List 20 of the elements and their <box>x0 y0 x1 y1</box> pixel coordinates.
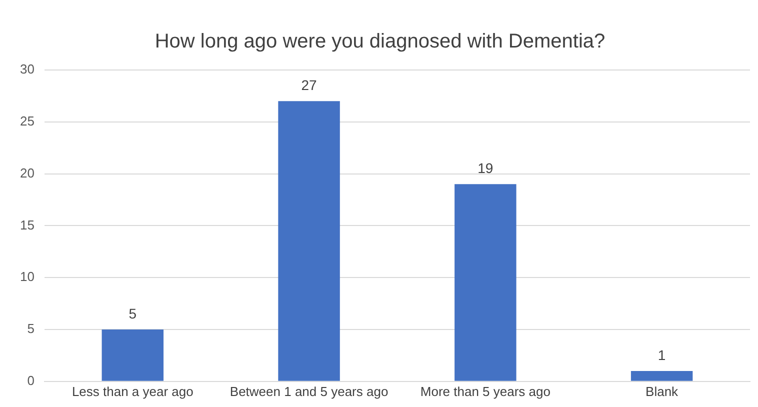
bar <box>454 184 516 381</box>
bar <box>102 330 164 381</box>
y-tick-label: 15 <box>20 217 34 232</box>
y-tick-label: 25 <box>20 113 34 128</box>
chart-title: How long ago were you diagnosed with Dementia? <box>154 30 606 53</box>
x-tick-label: Between 1 and 5 years ago <box>230 384 388 399</box>
y-tick-label: 10 <box>20 269 34 284</box>
x-tick-label: Less than a year ago <box>72 384 194 399</box>
bar <box>278 101 340 381</box>
y-tick-label: 0 <box>27 372 34 388</box>
x-tick-label: More than 5 years ago <box>420 384 550 399</box>
data-label: 5 <box>128 305 137 322</box>
y-tick-label: 5 <box>27 321 34 336</box>
data-label: 1 <box>658 346 666 363</box>
y-tick-label: 20 <box>20 165 34 180</box>
bar <box>630 371 693 381</box>
data-label: 27 <box>301 77 318 93</box>
y-tick-label: 30 <box>20 62 34 77</box>
data-label: 19 <box>478 160 494 176</box>
x-tick-label: Blank <box>646 384 679 399</box>
